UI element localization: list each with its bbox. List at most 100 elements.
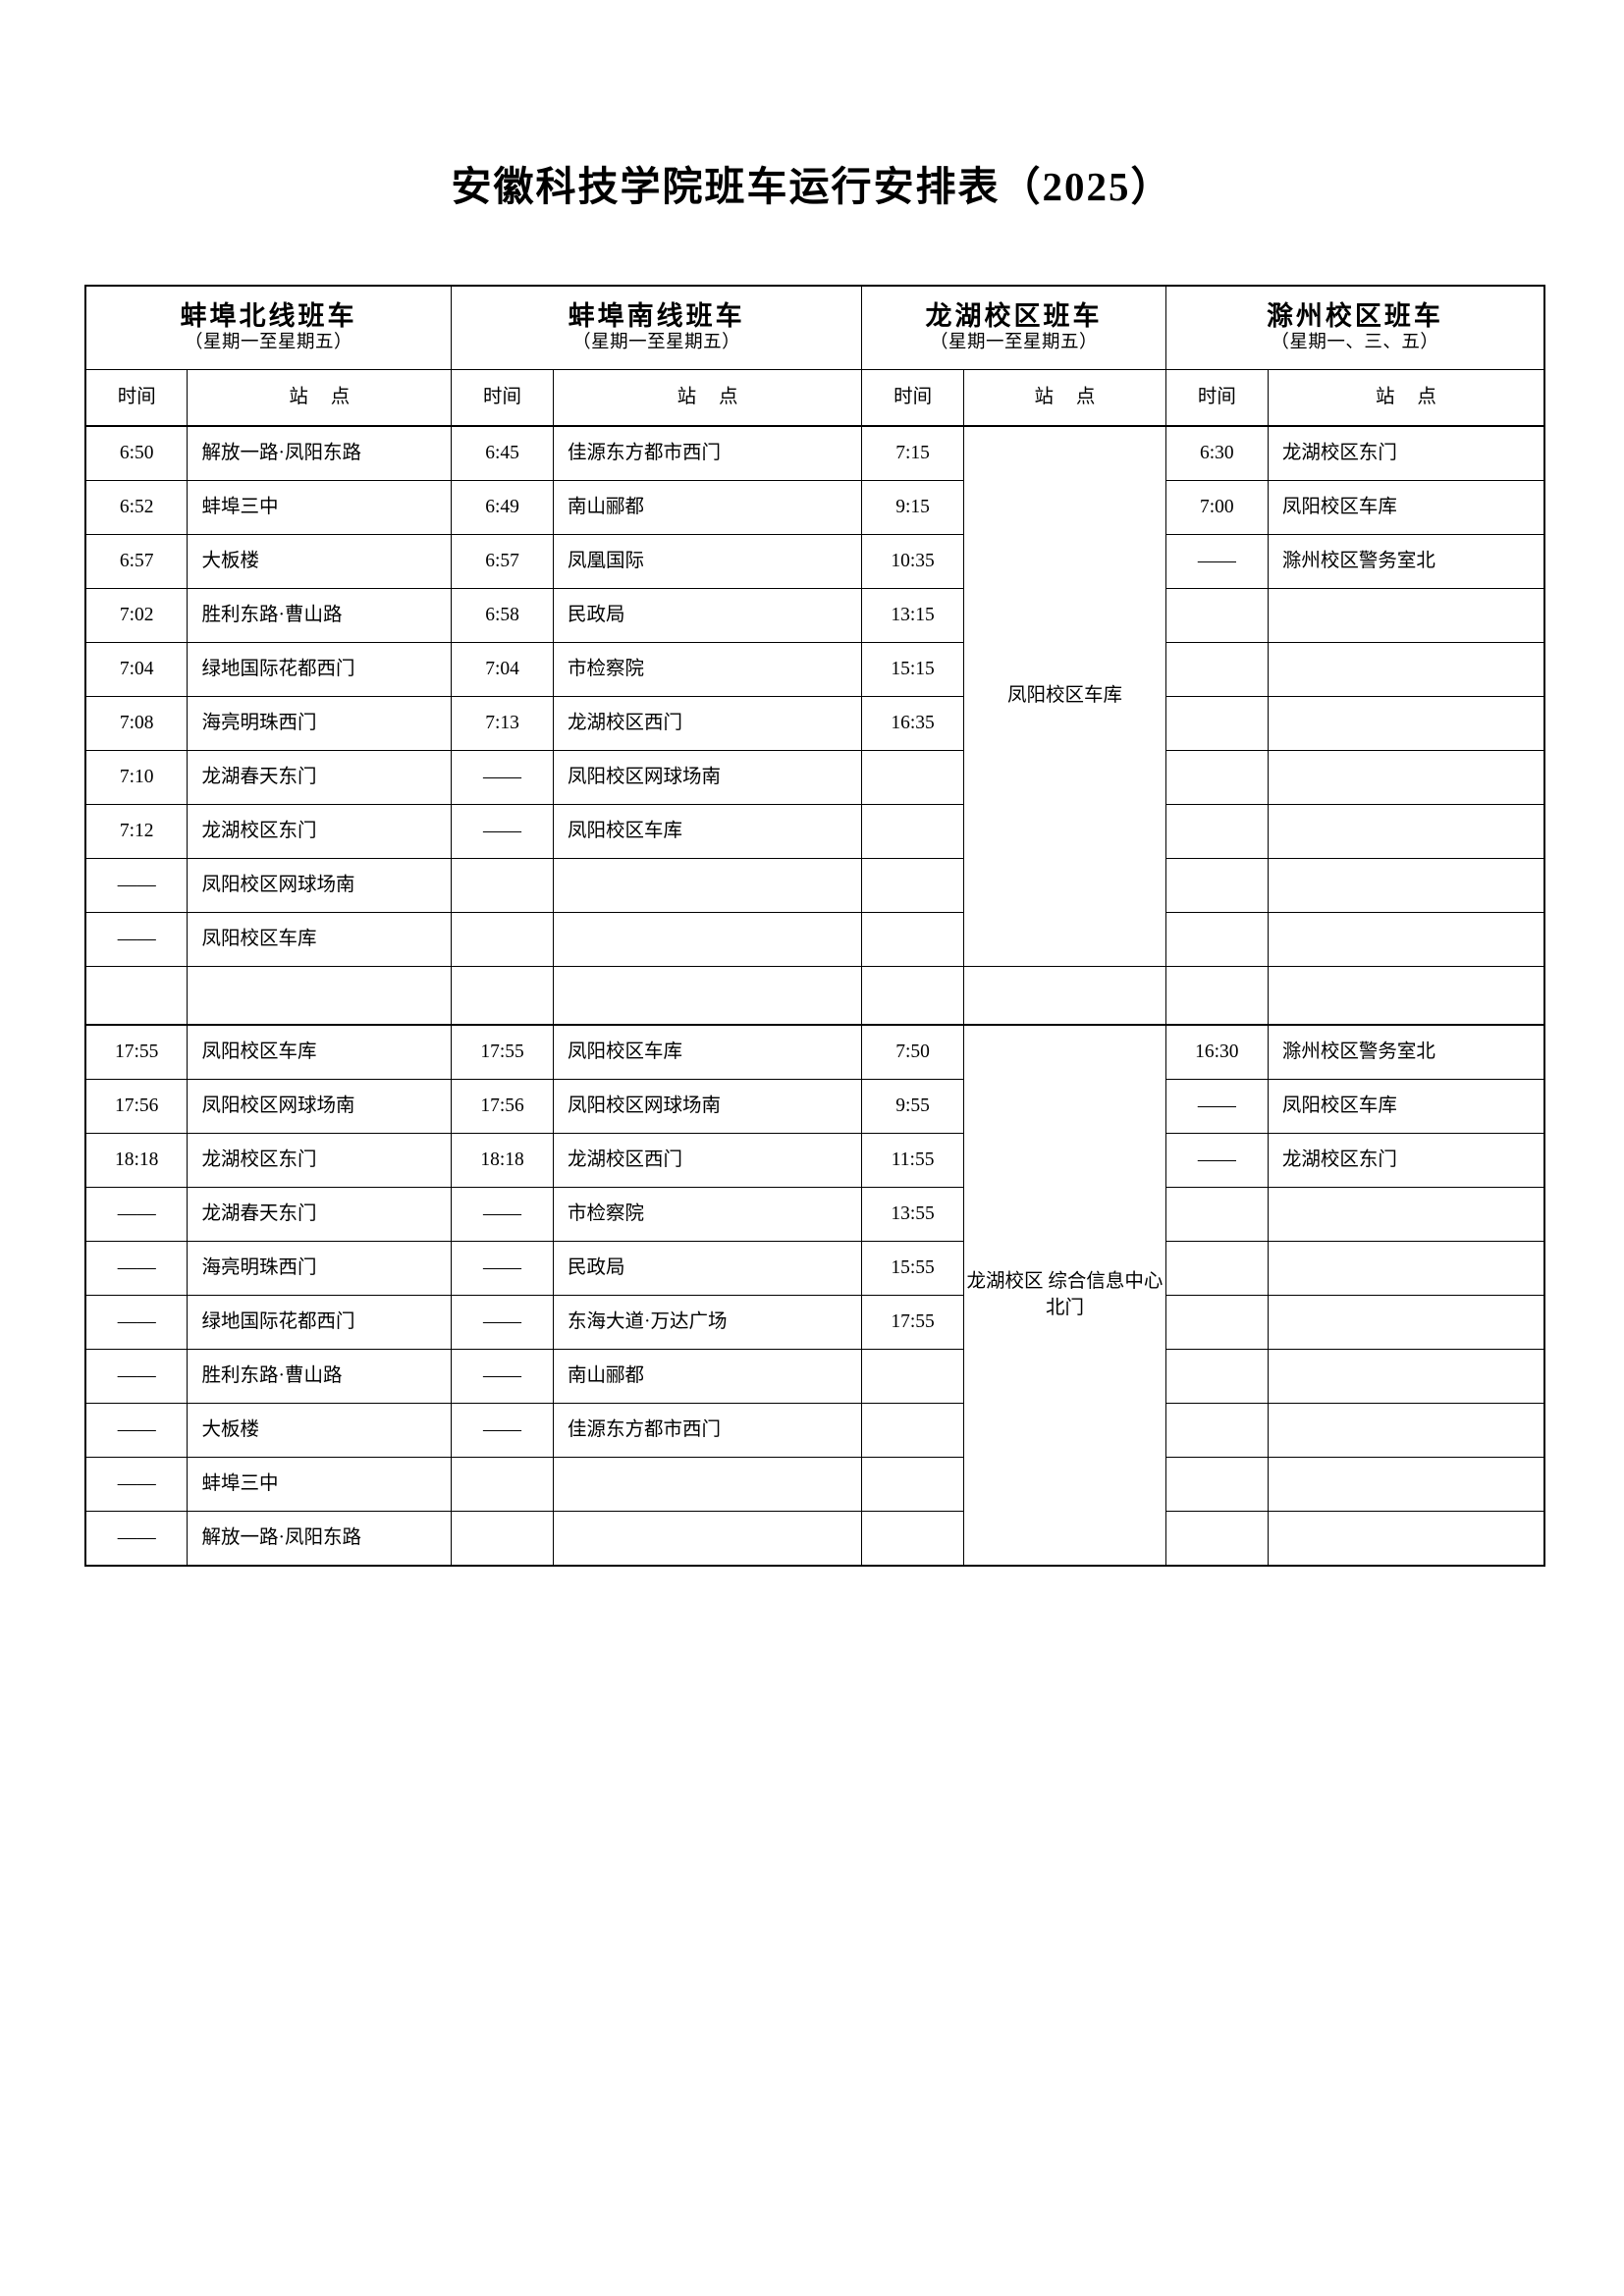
cell-stop-col4 (1267, 1187, 1545, 1242)
cell-time-col2: 6:57 (451, 534, 555, 589)
cell-stop-col2: 凤阳校区车库 (553, 1024, 863, 1080)
cell-time-col1: 6:57 (84, 534, 189, 589)
subheader-row: 时间站 点时间站 点时间站 点时间站 点 (84, 369, 1545, 427)
cell-stop-col4 (1267, 1295, 1545, 1350)
cell-time-col4 (1164, 912, 1269, 967)
cell-stop-col1: 海亮明珠西门 (187, 696, 453, 751)
cell-stop-col1: 解放一路·凤阳东路 (187, 1511, 453, 1567)
shuttle-schedule-table-wrap: 蚌埠北线班车 （星期一至星期五） 蚌埠南线班车 （星期一至星期五） 龙湖校区班车 （星期一… (84, 285, 1545, 1567)
cell-time-col3: 17:55 (861, 1295, 965, 1350)
cell-stop-col2: 东海大道·万达广场 (553, 1295, 863, 1350)
cell-stop-col4 (1267, 1457, 1545, 1512)
cell-time-col4 (1164, 750, 1269, 805)
group-title: 龙湖校区班车 (925, 300, 1103, 331)
subheader-time-2: 时间 (451, 369, 555, 427)
table-row: 7:12 龙湖校区东门 —— 凤阳校区车库 (84, 804, 1545, 859)
cell-stop-col1: 大板楼 (187, 534, 453, 589)
cell-time-col3 (861, 1457, 965, 1512)
cell-time-col4 (1164, 642, 1269, 697)
group-subtitle: （星期一、三、五） (1271, 333, 1439, 353)
cell-time-col3: 16:35 (861, 696, 965, 751)
group-subtitle: （星期一至星期五） (185, 333, 353, 353)
cell-stop-col2 (553, 1457, 863, 1512)
cell-time-col2 (451, 1457, 555, 1512)
spacer-cell (553, 966, 863, 1026)
cell-time-col4 (1164, 1511, 1269, 1567)
cell-stop-col2: 龙湖校区西门 (553, 1133, 863, 1188)
cell-time-col3 (861, 1511, 965, 1567)
cell-time-col1: 6:50 (84, 425, 189, 481)
cell-stop-col2: 民政局 (553, 1241, 863, 1296)
cell-time-col4: —— (1164, 1079, 1269, 1134)
cell-time-col1: —— (84, 1511, 189, 1567)
cell-time-col2: 6:58 (451, 588, 555, 643)
cell-time-col2: 6:49 (451, 480, 555, 535)
group-title: 滁州校区班车 (1266, 300, 1443, 331)
cell-time-col4: 16:30 (1164, 1024, 1269, 1080)
table-row: —— 蚌埠三中 (84, 1457, 1545, 1512)
cell-stop-col4: 龙湖校区东门 (1267, 1133, 1545, 1188)
cell-stop-col1: 蚌埠三中 (187, 1457, 453, 1512)
cell-time-col4 (1164, 858, 1269, 913)
cell-time-col2: 6:45 (451, 425, 555, 481)
group-title: 蚌埠南线班车 (568, 300, 745, 331)
cell-stop-col4 (1267, 858, 1545, 913)
cell-stop-col4: 滁州校区警务室北 (1267, 534, 1545, 589)
table-row: —— 凤阳校区网球场南 (84, 858, 1545, 913)
group-header-4: 滁州校区班车 （星期一、三、五） (1164, 285, 1545, 370)
cell-stop-col2: 凤阳校区网球场南 (553, 750, 863, 805)
cell-stop-col3-merged: 凤阳校区车库 (963, 425, 1166, 967)
table-row: 18:18 龙湖校区东门 18:18 龙湖校区西门 11:55 —— 龙湖校区东门 (84, 1133, 1545, 1188)
cell-time-col2 (451, 912, 555, 967)
cell-time-col3: 10:35 (861, 534, 965, 589)
table-row: —— 凤阳校区车库 (84, 912, 1545, 967)
spacer-cell (1164, 966, 1269, 1026)
cell-time-col2: —— (451, 750, 555, 805)
cell-time-col1: —— (84, 1187, 189, 1242)
table-row: 7:04 绿地国际花都西门 7:04 市检察院 15:15 (84, 642, 1545, 697)
cell-time-col2 (451, 1511, 555, 1567)
cell-stop-col4 (1267, 1241, 1545, 1296)
cell-time-col1: —— (84, 1403, 189, 1458)
cell-time-col1: 7:02 (84, 588, 189, 643)
cell-stop-col2: 佳源东方都市西门 (553, 425, 863, 481)
cell-time-col3 (861, 804, 965, 859)
section-spacer-row (84, 966, 1545, 1026)
table-row: 17:56 凤阳校区网球场南 17:56 凤阳校区网球场南 9:55 —— 凤阳校区车库 (84, 1079, 1545, 1134)
cell-time-col2: —— (451, 1241, 555, 1296)
cell-time-col3: 9:15 (861, 480, 965, 535)
cell-stop-col1: 凤阳校区网球场南 (187, 1079, 453, 1134)
group-header-row: 蚌埠北线班车 （星期一至星期五） 蚌埠南线班车 （星期一至星期五） 龙湖校区班车 （星期一… (84, 285, 1545, 370)
cell-time-col1: —— (84, 1241, 189, 1296)
cell-time-col1: —— (84, 1349, 189, 1404)
cell-time-col2: 7:04 (451, 642, 555, 697)
group-header-2: 蚌埠南线班车 （星期一至星期五） (451, 285, 863, 370)
subheader-time-3: 时间 (861, 369, 965, 427)
cell-time-col2: 17:56 (451, 1079, 555, 1134)
group-header-1: 蚌埠北线班车 （星期一至星期五） (84, 285, 453, 370)
table-row: 7:02 胜利东路·曹山路 6:58 民政局 13:15 (84, 588, 1545, 643)
cell-time-col2: —— (451, 804, 555, 859)
cell-stop-col1: 凤阳校区车库 (187, 912, 453, 967)
table-row: 6:57 大板楼 6:57 凤凰国际 10:35 —— 滁州校区警务室北 (84, 534, 1545, 589)
cell-time-col4 (1164, 696, 1269, 751)
table-row: —— 绿地国际花都西门 —— 东海大道·万达广场 17:55 (84, 1295, 1545, 1350)
table-row: —— 海亮明珠西门 —— 民政局 15:55 (84, 1241, 1545, 1296)
table-row: 6:52 蚌埠三中 6:49 南山郦都 9:15 7:00 凤阳校区车库 (84, 480, 1545, 535)
cell-time-col1: 17:56 (84, 1079, 189, 1134)
cell-time-col4 (1164, 1295, 1269, 1350)
cell-time-col3 (861, 1403, 965, 1458)
cell-stop-col2: 市检察院 (553, 642, 863, 697)
cell-stop-col4 (1267, 804, 1545, 859)
cell-time-col1: —— (84, 858, 189, 913)
table-row: 7:10 龙湖春天东门 —— 凤阳校区网球场南 (84, 750, 1545, 805)
cell-stop-col4 (1267, 750, 1545, 805)
cell-time-col3: 15:55 (861, 1241, 965, 1296)
table-row: —— 胜利东路·曹山路 —— 南山郦都 (84, 1349, 1545, 1404)
subheader-stop-4: 站 点 (1267, 369, 1545, 427)
cell-time-col4 (1164, 1187, 1269, 1242)
cell-stop-col1: 绿地国际花都西门 (187, 1295, 453, 1350)
cell-time-col4: —— (1164, 1133, 1269, 1188)
cell-time-col1: 6:52 (84, 480, 189, 535)
cell-stop-col4: 凤阳校区车库 (1267, 1079, 1545, 1134)
